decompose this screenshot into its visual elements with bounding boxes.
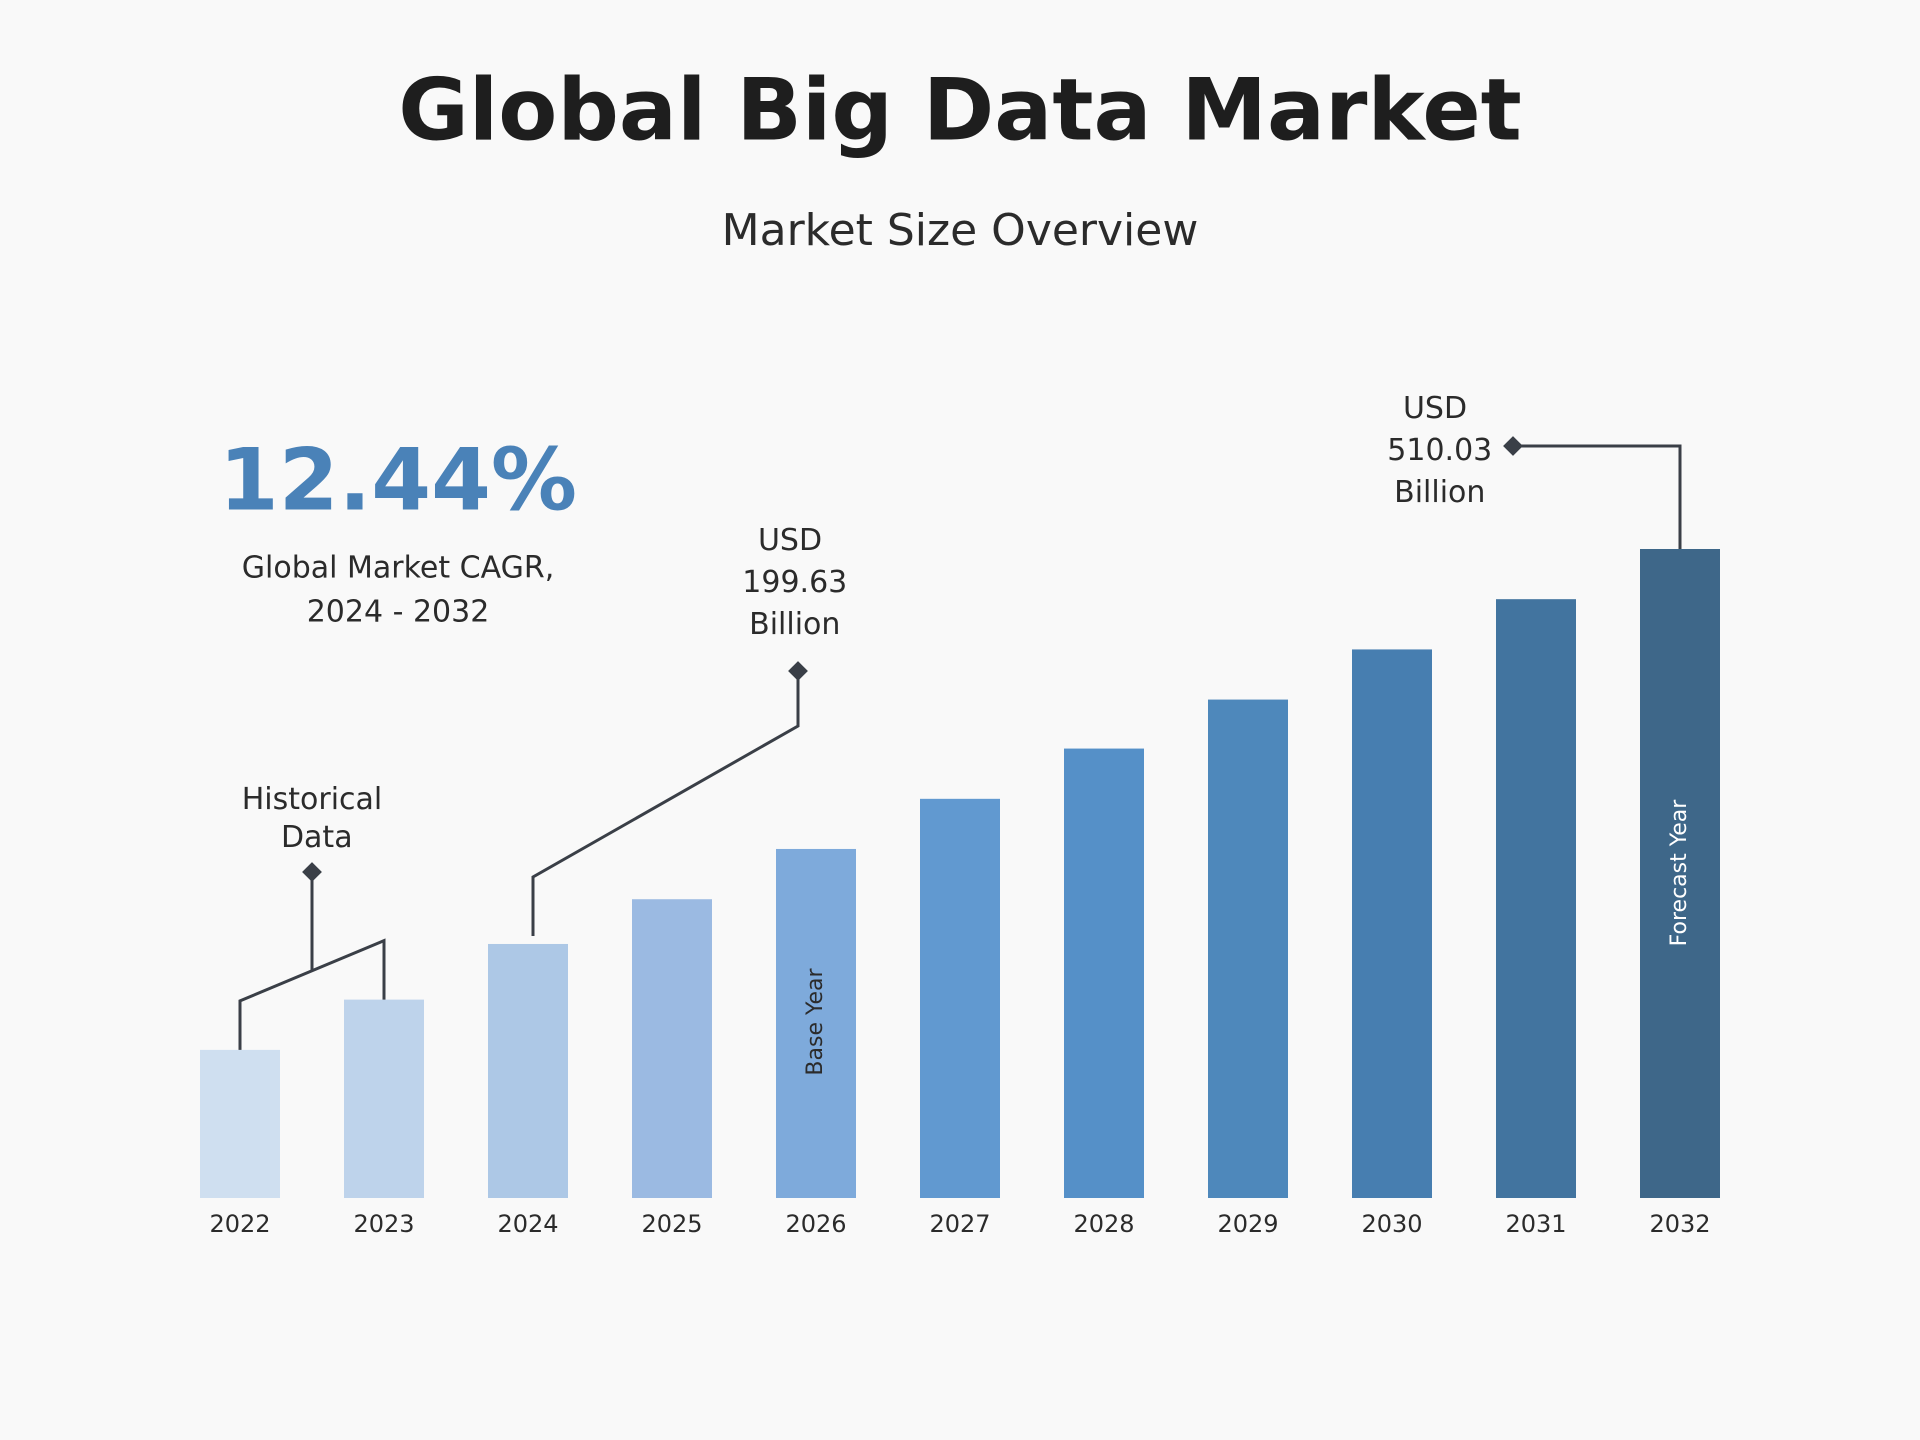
bar bbox=[200, 1049, 280, 1198]
x-tick-label: 2024 bbox=[497, 1210, 558, 1238]
cagr-label: 2024 - 2032 bbox=[307, 595, 490, 630]
bar bbox=[920, 798, 1000, 1198]
x-tick-label: 2032 bbox=[1649, 1210, 1710, 1238]
cagr-value: 12.44% bbox=[219, 430, 577, 530]
value-label: USD 510.03 Billion bbox=[1378, 391, 1493, 510]
x-tick-label: 2028 bbox=[1073, 1210, 1134, 1238]
bar bbox=[1064, 748, 1144, 1198]
chart-title: Global Big Data Market bbox=[398, 60, 1522, 160]
value-label: USD 199.63 Billion bbox=[733, 523, 848, 642]
annotation-marker bbox=[1503, 436, 1523, 456]
chart-subtitle: Market Size Overview bbox=[722, 205, 1199, 256]
bar bbox=[488, 943, 568, 1198]
x-tick-label: 2026 bbox=[785, 1210, 846, 1238]
x-tick-label: 2023 bbox=[353, 1210, 414, 1238]
annotation-marker bbox=[788, 661, 808, 681]
x-tick-label: 2029 bbox=[1217, 1210, 1278, 1238]
bar bbox=[1640, 549, 1720, 1198]
bar bbox=[1496, 599, 1576, 1198]
annotation-line bbox=[238, 938, 386, 1050]
x-tick-label: 2030 bbox=[1361, 1210, 1422, 1238]
x-tick-label: 2031 bbox=[1505, 1210, 1566, 1238]
annotation-marker bbox=[302, 862, 322, 882]
x-tick-label: 2027 bbox=[929, 1210, 990, 1238]
cagr-label: Global Market CAGR, bbox=[242, 551, 554, 586]
annotation-line bbox=[1513, 444, 1682, 549]
bar-label: Base Year bbox=[803, 967, 828, 1075]
bar bbox=[344, 999, 424, 1198]
bar bbox=[1352, 649, 1432, 1198]
x-tick-label: 2025 bbox=[641, 1210, 702, 1238]
annotation-text: Historical Data bbox=[242, 782, 383, 855]
bar bbox=[776, 848, 856, 1198]
bar bbox=[1208, 699, 1288, 1198]
bar bbox=[632, 899, 712, 1198]
bar-label: Forecast Year bbox=[1667, 799, 1692, 947]
x-tick-label: 2022 bbox=[209, 1210, 270, 1238]
annotation-line bbox=[531, 671, 800, 936]
